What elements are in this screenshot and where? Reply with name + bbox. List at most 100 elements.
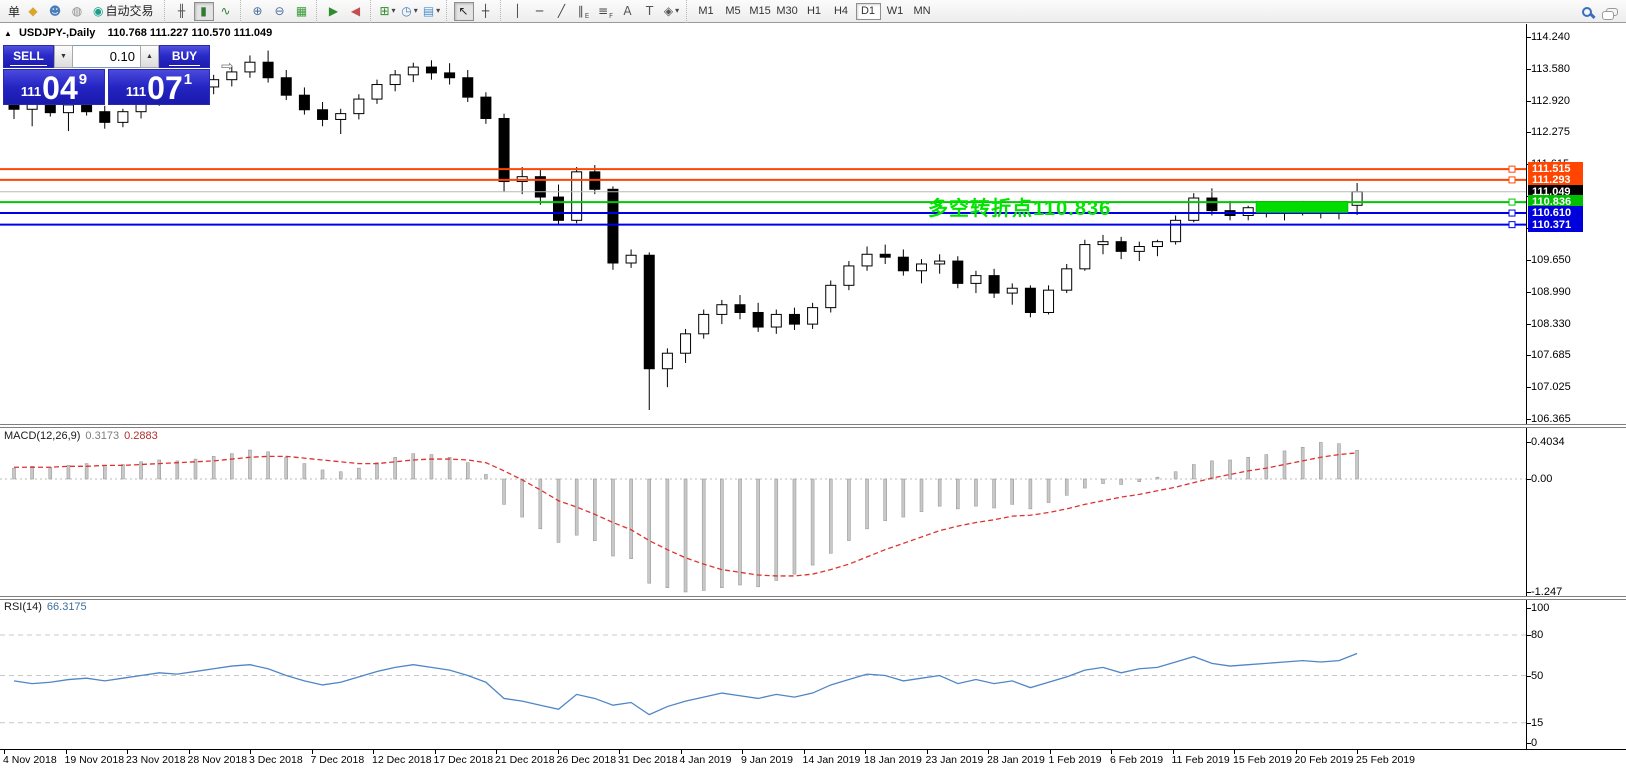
indicators-icon[interactable]: ▤ ▾ [422, 4, 441, 18]
candlestick-chart-icon[interactable]: ▮ [193, 1, 214, 21]
bull-candle [1097, 241, 1109, 246]
zoom-out-icon[interactable]: ⊖ [274, 4, 285, 18]
text-label-icon[interactable]: T [645, 4, 654, 18]
chart-shift-icon[interactable]: ◀ [350, 4, 361, 18]
bear-candle [280, 77, 292, 96]
green-rectangle-object[interactable] [1255, 201, 1349, 213]
line-handle[interactable] [1508, 165, 1516, 173]
macd-histogram-bar [883, 478, 887, 521]
arrow-object[interactable]: ⇨ [221, 58, 234, 75]
macd-histogram-bar [520, 478, 524, 518]
panel-collapse-icon[interactable]: ▲ [4, 29, 12, 38]
bear-candle [534, 176, 546, 198]
bar-chart-icon[interactable]: ╫ [177, 4, 186, 18]
timeframe-h4[interactable]: H4 [833, 5, 849, 17]
line-handle[interactable] [1508, 221, 1516, 229]
indicators-icon-dropdown[interactable]: ▾ [436, 6, 441, 15]
price-level-badge[interactable]: 111.515 [1528, 162, 1583, 177]
axis-tick-mark [1527, 132, 1531, 134]
buy-price-display[interactable]: 111 07 1 [108, 69, 210, 105]
shapes-icon[interactable]: ◈ ▾ [663, 4, 680, 18]
date-label: 11 Feb 2019 [1171, 754, 1230, 766]
chat-icon[interactable] [1602, 7, 1618, 20]
macd-histogram-bar [175, 460, 180, 480]
axis-tick-mark [1527, 69, 1531, 70]
volume-input[interactable] [73, 45, 140, 68]
shapes-icon-dropdown[interactable]: ▾ [675, 6, 680, 15]
price-level-badge[interactable]: 110.610 [1528, 206, 1583, 221]
bear-candle [317, 109, 329, 120]
volume-decrease-button[interactable]: ▼ [54, 45, 73, 68]
vertical-line-icon[interactable]: │ [513, 4, 522, 18]
price-level-badge[interactable]: 111.293 [1528, 172, 1583, 187]
text-icon[interactable]: A [623, 4, 632, 18]
timeframe-h1[interactable]: H1 [806, 5, 822, 17]
autotrading-icon[interactable]: ◉ 自动交易 [93, 4, 154, 18]
tile-windows-icon[interactable]: ▦ [295, 4, 308, 18]
auto-scroll-icon[interactable]: ▶ [328, 4, 339, 18]
bear-candle [553, 196, 564, 221]
pane-splitter[interactable] [0, 424, 1626, 428]
zoom-in-icon[interactable]: ⊕ [252, 4, 263, 18]
bear-candle [897, 256, 909, 272]
price-level-badge[interactable]: 110.836 [1528, 195, 1583, 210]
new-template-icon[interactable]: ⊞ ▾ [379, 4, 396, 18]
bull-candle [371, 84, 383, 100]
volume-increase-button[interactable]: ▲ [140, 45, 159, 68]
axis-tick-label: 109.650 [1531, 253, 1571, 266]
pane-splitter[interactable] [0, 596, 1626, 600]
toolbar-group: ↖ ┼ [445, 0, 500, 23]
market-watch-icon[interactable]: ☻ [48, 4, 62, 18]
date-tick-mark [434, 750, 436, 754]
line-handle[interactable] [1508, 209, 1516, 217]
search-icon[interactable] [1582, 6, 1592, 17]
macd-indicator-label: MACD(12,26,9) 0.3173 0.2883 [4, 430, 158, 442]
line-chart-icon[interactable]: ∿ [220, 4, 231, 18]
period-icon[interactable]: ◷ ▾ [401, 4, 418, 18]
bull-candle [407, 66, 419, 76]
main-price-chart[interactable]: ⇨ [0, 24, 1526, 424]
timeframe-m1[interactable]: M1 [698, 5, 714, 17]
line-handle[interactable] [1508, 198, 1516, 206]
trendline-icon[interactable]: ╱ [557, 4, 566, 18]
macd-histogram-bar [266, 451, 270, 480]
period-icon-dropdown[interactable]: ▾ [413, 6, 418, 15]
date-label: 6 Feb 2019 [1110, 754, 1164, 766]
sell-price-display[interactable]: 111 04 9 [3, 69, 105, 105]
bull-candle [770, 313, 782, 328]
line-handle[interactable] [1508, 176, 1516, 184]
macd-histogram-bar [1119, 478, 1123, 485]
sell-button[interactable]: SELL [3, 45, 54, 68]
new-order-icon[interactable]: ◆ [28, 4, 38, 18]
axis-tick-mark [1527, 323, 1531, 325]
cursor-icon[interactable]: ↖ [453, 1, 474, 21]
macd-histogram-bar [1246, 457, 1250, 480]
date-tick-mark [250, 750, 251, 754]
date-tick-mark [1295, 750, 1297, 754]
timeframe-mn[interactable]: MN [913, 5, 931, 17]
signals-icon[interactable]: ◍ [71, 4, 83, 18]
macd-indicator-pane[interactable] [0, 428, 1526, 597]
date-tick-mark [1357, 750, 1358, 754]
rsi-indicator-pane[interactable] [0, 600, 1526, 749]
new-template-icon-dropdown[interactable]: ▾ [391, 6, 396, 15]
price-level-badge[interactable]: 110.371 [1528, 217, 1583, 232]
timeframe-w1[interactable]: W1 [886, 5, 904, 17]
new-order-label[interactable]: 单 [8, 4, 21, 19]
timeframe-m15[interactable]: M15 [749, 5, 771, 17]
crosshair-icon[interactable]: ┼ [481, 4, 490, 18]
price-axis[interactable]: 114.240113.580112.920112.275111.615110.9… [1527, 24, 1626, 750]
macd-histogram-bar [901, 478, 906, 518]
date-axis[interactable]: 4 Nov 2018 19 Nov 2018 23 Nov 2018 28 Nov 2… [0, 750, 1626, 771]
fibonacci-icon[interactable]: ≡ F [597, 4, 614, 20]
bear-candle [752, 311, 764, 328]
macd-signal-line [14, 452, 1358, 577]
timeframe-m30[interactable]: M30 [776, 5, 798, 17]
equidistant-channel-icon[interactable]: ∥ E [577, 4, 590, 20]
horizontal-line-icon[interactable]: ─ [535, 4, 544, 18]
bull-candle [825, 284, 837, 309]
date-tick-mark [373, 750, 374, 754]
timeframe-d1[interactable]: D1 [855, 2, 881, 20]
buy-button[interactable]: BUY [159, 45, 210, 68]
timeframe-m5[interactable]: M5 [725, 5, 741, 17]
